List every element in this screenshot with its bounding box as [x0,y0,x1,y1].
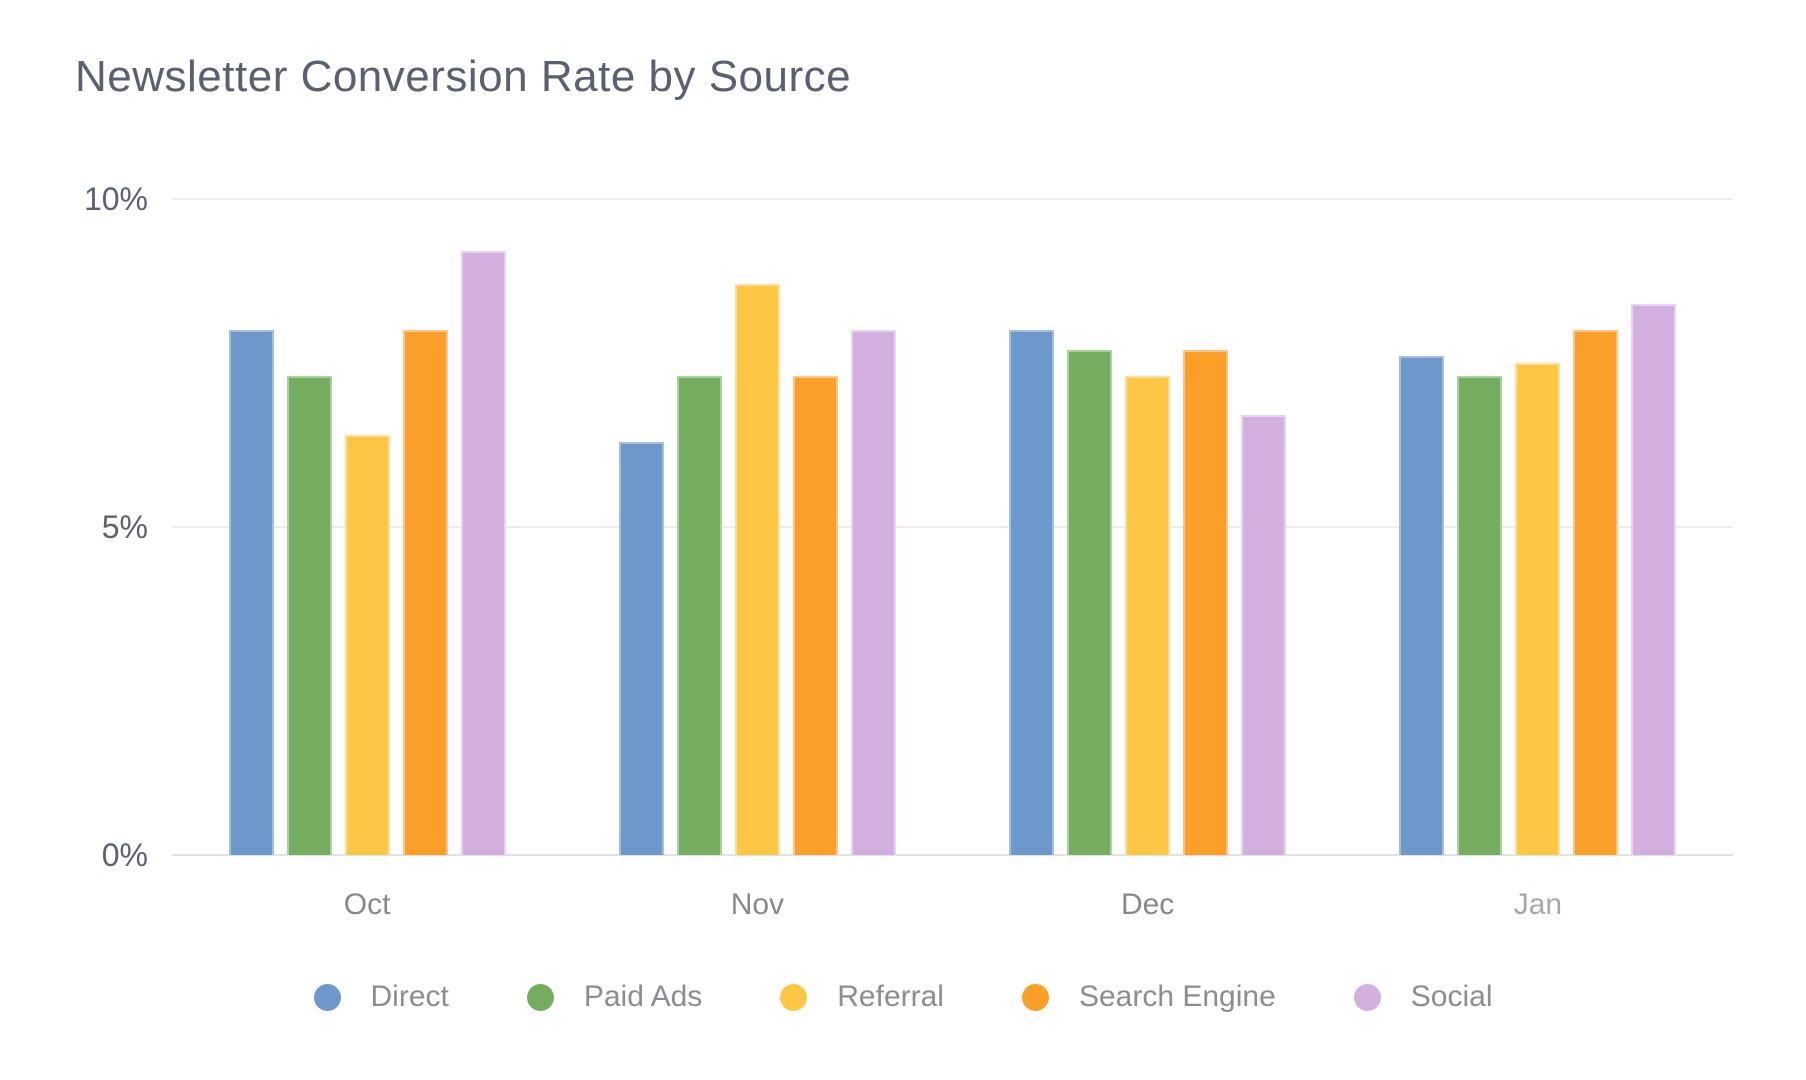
bar-referral-dec[interactable] [1125,376,1171,855]
legend-item-paid-ads[interactable]: Paid Ads [526,980,703,1014]
bar-direct-jan[interactable] [1399,356,1445,855]
chart-title: Newsletter Conversion Rate by Source [75,52,852,101]
x-axis-label-dec: Dec [1120,888,1175,921]
y-axis-tick-10: 10% [83,181,148,217]
gridline-5pct [172,526,1733,528]
bar-referral-jan[interactable] [1515,363,1561,855]
legend-dot-social [1353,983,1381,1011]
legend-item-referral[interactable]: Referral [780,980,944,1014]
bar-social-nov[interactable] [850,330,896,855]
bar-direct-dec[interactable] [1009,330,1055,855]
x-axis-labels: Oct Nov Dec Jan [172,888,1733,922]
legend-label-direct: Direct [370,980,449,1013]
legend-dot-referral [780,983,808,1011]
x-axis-label-jan: Jan [1513,888,1563,921]
bar-groups [172,199,1733,855]
y-axis-tick-5: 5% [101,509,148,545]
bar-referral-oct[interactable] [344,435,390,855]
bar-search-engine-dec[interactable] [1183,350,1229,855]
bar-group-dec [953,199,1343,855]
bar-paid-ads-jan[interactable] [1457,376,1503,855]
legend-item-direct[interactable]: Direct [313,980,449,1014]
legend-dot-paid-ads [526,983,554,1011]
gridline-10pct [172,198,1733,200]
y-axis-tick-0: 0% [101,837,148,873]
bar-search-engine-oct[interactable] [402,330,448,855]
bar-referral-nov[interactable] [734,284,780,855]
legend-dot-search-engine [1021,983,1049,1011]
legend-item-search-engine[interactable]: Search Engine [1021,980,1276,1014]
bar-direct-nov[interactable] [618,442,664,855]
bar-group-oct [172,199,562,855]
legend-label-referral: Referral [837,980,944,1013]
bar-group-nov [562,199,952,855]
legend-dot-direct [313,983,341,1011]
x-axis-label-nov: Nov [730,888,785,921]
bar-social-jan[interactable] [1631,304,1677,855]
bar-direct-oct[interactable] [228,330,274,855]
bar-paid-ads-oct[interactable] [286,376,332,855]
x-axis-label-oct: Oct [343,888,391,921]
legend-label-social: Social [1410,980,1493,1013]
bar-social-dec[interactable] [1241,415,1287,855]
legend-label-paid-ads: Paid Ads [583,980,703,1013]
axis-baseline [172,854,1733,856]
bar-paid-ads-nov[interactable] [676,376,722,855]
legend-label-search-engine: Search Engine [1078,980,1276,1013]
bar-social-oct[interactable] [460,251,506,855]
chart-legend: Direct Paid Ads Referral Search Engine Socia… [0,980,1806,1014]
bar-search-engine-nov[interactable] [792,376,838,855]
bar-search-engine-jan[interactable] [1573,330,1619,855]
bar-paid-ads-dec[interactable] [1067,350,1113,855]
plot-area [172,198,1733,856]
bar-group-jan [1343,199,1733,855]
legend-item-social[interactable]: Social [1353,980,1493,1014]
